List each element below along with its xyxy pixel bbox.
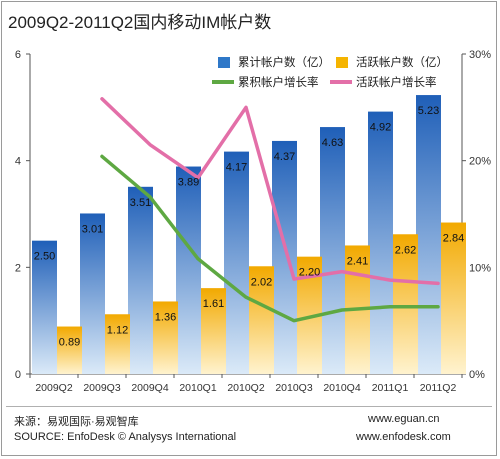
chart-title: 2009Q2-2011Q2国内移动IM帐户数 bbox=[8, 13, 272, 32]
x-tick-label: 2009Q4 bbox=[131, 382, 169, 394]
bar-active-accounts bbox=[105, 314, 130, 374]
data-label-total: 4.17 bbox=[226, 162, 247, 174]
data-label-active: 1.12 bbox=[107, 324, 128, 336]
x-tick-label: 2010Q1 bbox=[179, 382, 217, 394]
bar-active-accounts bbox=[201, 288, 226, 374]
data-label-total: 4.63 bbox=[322, 137, 343, 149]
data-label-active: 2.20 bbox=[299, 267, 320, 279]
x-tick-label: 2010Q3 bbox=[275, 382, 313, 394]
legend-label: 活跃帐户增长率 bbox=[356, 75, 437, 89]
url-eguan: www.eguan.cn bbox=[368, 413, 440, 425]
bar-total-accounts bbox=[128, 186, 153, 374]
data-label-total: 3.89 bbox=[178, 177, 199, 189]
line-active-growth bbox=[100, 97, 440, 286]
right-tick-label: 20% bbox=[469, 156, 491, 168]
bar-total-accounts bbox=[176, 166, 201, 374]
data-label-active: 2.02 bbox=[251, 276, 272, 288]
legend-label: 累计帐户数（亿） bbox=[238, 55, 330, 69]
bar-total-accounts bbox=[272, 140, 297, 374]
data-label-active: 2.41 bbox=[347, 255, 368, 267]
right-tick-label: 10% bbox=[469, 262, 491, 274]
right-tick-label: 0% bbox=[469, 369, 485, 381]
bar-total-accounts bbox=[368, 111, 393, 374]
x-tick-label: 2010Q4 bbox=[323, 382, 361, 394]
bar-total-accounts bbox=[320, 127, 345, 374]
bar-total-accounts bbox=[32, 240, 57, 374]
x-tick-label: 2011Q2 bbox=[420, 382, 457, 394]
data-label-total: 4.92 bbox=[370, 122, 391, 134]
bar-active-accounts bbox=[153, 301, 178, 374]
bar-total-accounts bbox=[416, 95, 441, 375]
legend-label: 累积帐户增长率 bbox=[238, 75, 319, 89]
data-label-total: 5.23 bbox=[418, 105, 439, 117]
data-label-total: 4.37 bbox=[274, 151, 295, 163]
bar-total-accounts bbox=[224, 151, 249, 374]
footer-separator bbox=[6, 406, 492, 407]
x-tick-label: 2009Q3 bbox=[83, 382, 121, 394]
data-label-total: 3.51 bbox=[130, 197, 151, 209]
bar-total-accounts bbox=[80, 213, 105, 374]
bar-active-accounts bbox=[441, 222, 466, 374]
legend-swatch bbox=[218, 57, 230, 68]
bar-active-accounts bbox=[249, 266, 274, 374]
bar-active-accounts bbox=[393, 234, 418, 374]
x-tick-label: 2010Q2 bbox=[227, 382, 265, 394]
bar-active-accounts bbox=[57, 326, 82, 374]
source-en: SOURCE: EnfoDesk © Analysys Internationa… bbox=[14, 431, 237, 443]
data-label-total: 3.01 bbox=[82, 223, 103, 235]
data-label-total: 2.50 bbox=[34, 251, 55, 263]
data-label-active: 0.89 bbox=[59, 337, 80, 349]
source-cn: 来源：易观国际·易观智库 bbox=[14, 416, 139, 428]
data-label-active: 1.36 bbox=[155, 311, 176, 323]
right-tick-label: 30% bbox=[469, 49, 491, 61]
x-tick-label: 2009Q2 bbox=[35, 382, 73, 394]
line-total-growth bbox=[100, 154, 440, 323]
data-label-active: 1.61 bbox=[203, 298, 224, 310]
legend-label: 活跃帐户数（亿） bbox=[356, 55, 448, 69]
x-tick-label: 2011Q1 bbox=[372, 382, 409, 394]
data-label-active: 2.62 bbox=[395, 244, 416, 256]
data-label-active: 2.84 bbox=[443, 233, 464, 245]
url-enfodesk: www.enfodesk.com bbox=[356, 431, 451, 443]
legend-swatch bbox=[336, 57, 348, 68]
left-tick-label: 2 bbox=[15, 262, 21, 274]
left-tick-label: 4 bbox=[15, 156, 21, 168]
left-tick-label: 6 bbox=[15, 49, 21, 61]
left-tick-label: 0 bbox=[15, 369, 21, 381]
